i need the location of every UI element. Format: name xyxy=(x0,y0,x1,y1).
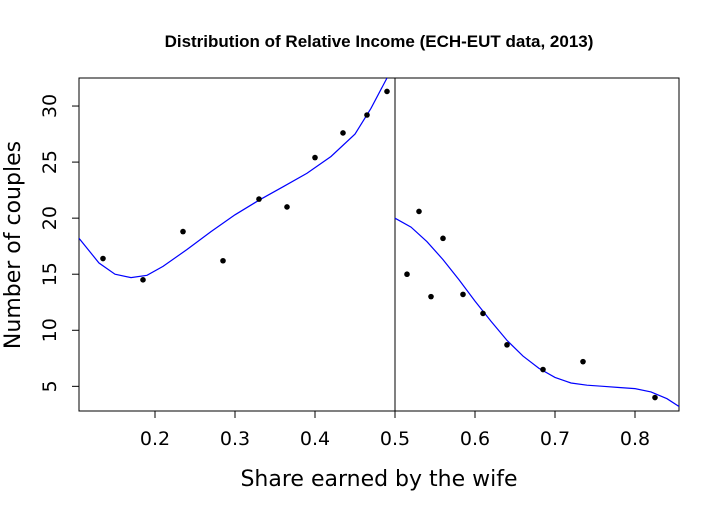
data-point xyxy=(180,228,186,235)
data-point xyxy=(340,130,346,136)
data-point xyxy=(540,366,546,373)
y-axis-label: Number of couples xyxy=(1,141,26,349)
x-tick-label: 0.8 xyxy=(620,428,650,450)
y-tick-label: 25 xyxy=(39,150,61,174)
data-point xyxy=(312,154,318,161)
x-tick-label: 0.6 xyxy=(460,428,490,450)
data-point xyxy=(284,204,290,210)
x-tick-label: 0.2 xyxy=(140,428,170,450)
chart-title: Distribution of Relative Income (ECH-EUT… xyxy=(165,32,594,51)
data-point xyxy=(384,88,390,95)
x-tick-label: 0.5 xyxy=(380,428,410,450)
fit-curve-1 xyxy=(79,78,388,279)
data-point xyxy=(404,271,410,278)
data-point xyxy=(580,358,586,365)
data-point xyxy=(504,342,510,348)
data-point xyxy=(460,291,466,298)
data-point xyxy=(428,293,434,300)
data-point xyxy=(416,208,422,215)
y-tick-label: 5 xyxy=(39,380,61,392)
data-point xyxy=(220,257,226,264)
data-points xyxy=(100,88,658,401)
x-tick-label: 0.4 xyxy=(300,428,330,450)
y-tick-label: 15 xyxy=(39,262,61,286)
x-tick-label: 0.3 xyxy=(220,428,250,450)
data-point xyxy=(364,112,370,118)
x-tick-label: 0.7 xyxy=(540,428,570,450)
data-point xyxy=(256,196,262,202)
y-tick-label: 20 xyxy=(39,206,61,230)
y-axis: 5 10 15 20 25 30 xyxy=(39,94,80,392)
data-point xyxy=(652,394,658,401)
data-point xyxy=(440,235,446,242)
fit-curve-2 xyxy=(394,217,679,408)
x-axis-label: Share earned by the wife xyxy=(240,467,517,492)
data-point xyxy=(140,277,146,283)
data-point xyxy=(100,255,106,262)
fit-curves xyxy=(79,78,679,408)
y-tick-label: 30 xyxy=(39,94,61,118)
x-axis: 0.2 0.3 0.4 0.5 0.6 0.7 0.8 xyxy=(140,410,650,450)
plot-frame xyxy=(78,77,680,412)
y-tick-label: 10 xyxy=(39,318,61,342)
data-point xyxy=(480,310,486,317)
